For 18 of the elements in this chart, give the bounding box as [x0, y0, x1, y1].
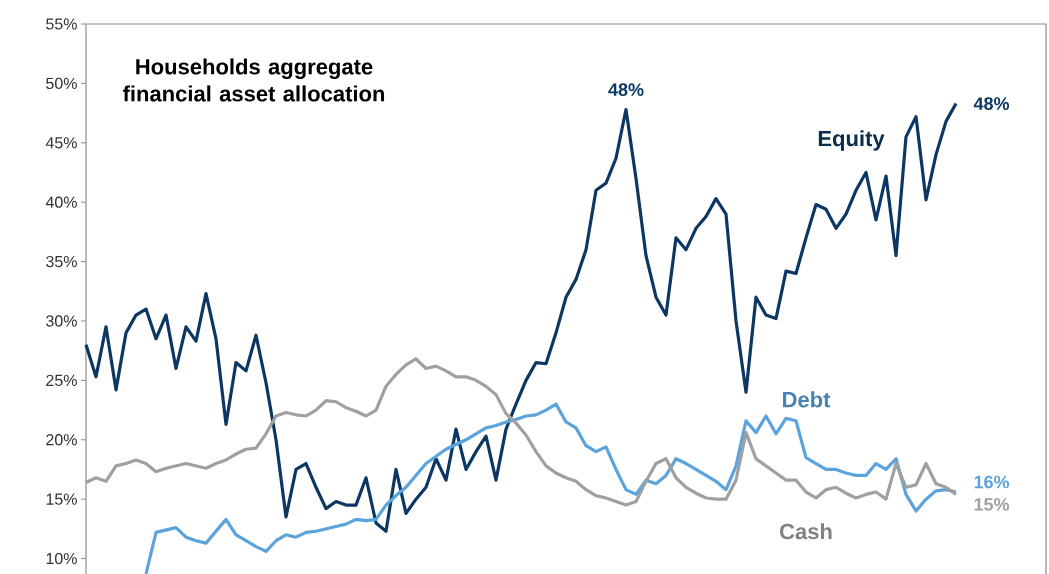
y-tick-label: 40%	[45, 196, 77, 208]
data-label: 16%	[974, 475, 1010, 489]
y-tick-label: 35%	[46, 255, 77, 268]
y-tick-label: 30%	[46, 315, 77, 327]
y-tick-label: 15%	[46, 493, 77, 505]
y-tick-label: 45%	[45, 137, 77, 149]
y-tick-label: 50%	[46, 77, 77, 90]
series-label: Equity	[818, 130, 885, 151]
series-label: Debt	[783, 391, 831, 408]
data-label: 48%	[973, 97, 1010, 110]
y-tick-label: 55%	[46, 18, 77, 30]
y-tick-label: 10%	[46, 552, 77, 565]
series-label: Cash	[780, 523, 832, 540]
y-tick-label: 20%	[46, 434, 77, 446]
data-label: 48%	[608, 83, 644, 96]
y-tick-label: 25%	[46, 374, 77, 387]
text: Households aggregate financial asset allocation	[122, 58, 385, 102]
data-label: 15%	[974, 498, 1010, 511]
